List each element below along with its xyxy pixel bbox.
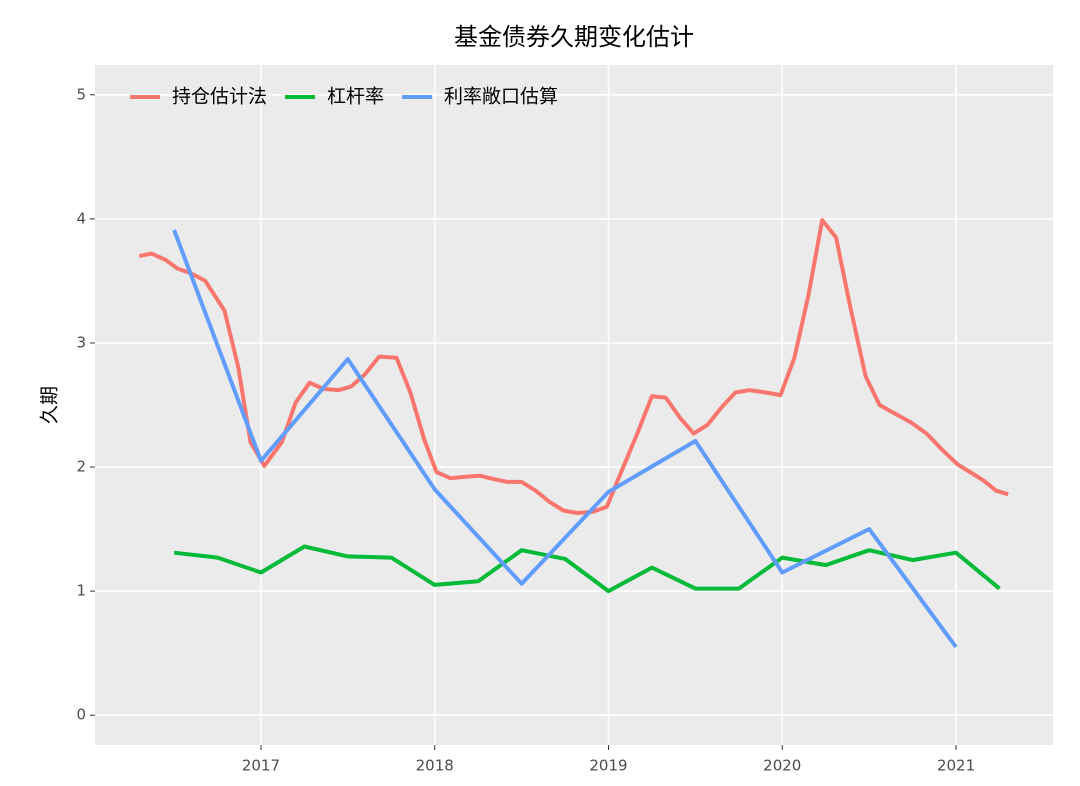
y-tick-label: 5	[76, 85, 86, 103]
y-tick-label: 1	[76, 582, 86, 600]
x-tick-label: 2017	[242, 757, 280, 775]
y-tick-label: 4	[76, 209, 86, 227]
legend-label: 持仓估计法	[172, 86, 267, 108]
panel	[95, 65, 1053, 745]
x-tick-label: 2019	[589, 757, 627, 775]
y-tick-label: 0	[76, 706, 86, 724]
y-axis-label: 久期	[39, 386, 61, 424]
legend-label: 杠杆率	[327, 86, 384, 108]
y-tick-label: 2	[76, 458, 86, 476]
legend-label: 利率敞口估算	[444, 86, 558, 108]
chart-title: 基金债券久期变化估计	[454, 23, 694, 51]
x-tick-label: 2021	[937, 757, 975, 775]
line	[173, 544, 1001, 594]
line	[172, 229, 958, 649]
x-tick-label: 2018	[416, 757, 454, 775]
y-tick-label: 3	[76, 333, 86, 351]
x-tick-label: 2020	[763, 757, 801, 775]
